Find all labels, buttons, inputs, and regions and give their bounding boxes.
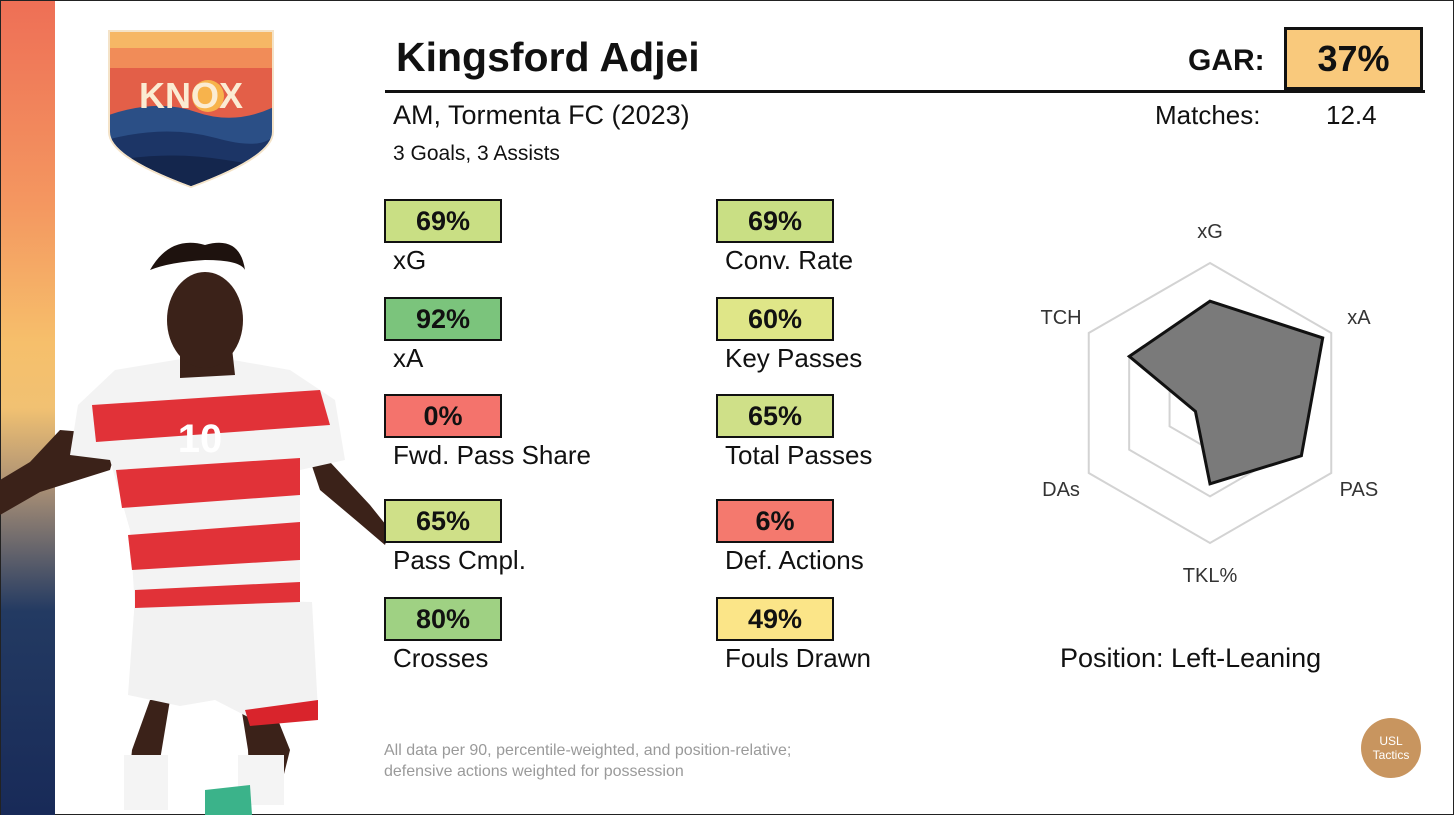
stat-xg: 69% xG	[384, 199, 644, 279]
stat-xa: 92% xA	[384, 297, 644, 377]
gar-label: GAR:	[1188, 44, 1265, 77]
stat-key-passes: 60% Key Passes	[716, 297, 976, 377]
radar-data-polygon	[1126, 299, 1325, 486]
gar-value-box: 37%	[1284, 27, 1423, 90]
stat-def-actions: 6% Def. Actions	[716, 499, 976, 579]
title-rule	[385, 90, 1425, 93]
footnote-line: defensive actions weighted for possessio…	[384, 763, 684, 780]
stat-value-box: 69%	[716, 199, 834, 243]
gradient-side-bar	[1, 1, 55, 815]
jersey-number: 10	[178, 417, 223, 461]
stat-label: Pass Cmpl.	[393, 545, 526, 575]
knox-team-logo: KNOX	[108, 30, 274, 188]
radar-axis-label: TCH	[1040, 307, 1081, 329]
stat-label: Fwd. Pass Share	[393, 440, 591, 470]
stat-value-box: 80%	[384, 597, 502, 641]
stat-value-box: 65%	[384, 499, 502, 543]
stat-value-box: 92%	[384, 297, 502, 341]
stat-value-box: 65%	[716, 394, 834, 438]
stat-value-box: 69%	[384, 199, 502, 243]
radar-axis-label: xA	[1347, 307, 1371, 329]
goals-assists: 3 Goals, 3 Assists	[393, 142, 560, 165]
player-photo: 10	[0, 242, 390, 815]
footnote: All data per 90, percentile-weighted, an…	[384, 740, 791, 782]
stat-value-box: 60%	[716, 297, 834, 341]
radar-axis-label: DAs	[1042, 479, 1080, 501]
stat-label: Key Passes	[725, 343, 863, 373]
player-name: Kingsford Adjei	[396, 34, 700, 80]
stat-pass-cmpl: 65% Pass Cmpl.	[384, 499, 644, 579]
radar-axis-label: TKL%	[1183, 565, 1238, 587]
stat-crosses: 80% Crosses	[384, 597, 644, 677]
usl-tactics-badge: USL Tactics	[1361, 718, 1421, 778]
radar-axis-label: PAS	[1340, 479, 1379, 501]
player-position-team: AM, Tormenta FC (2023)	[393, 100, 690, 130]
radar-axis-label: xG	[1197, 221, 1223, 243]
badge-line: Tactics	[1372, 748, 1410, 762]
stat-fwd-pass-share: 0% Fwd. Pass Share	[384, 394, 644, 474]
stat-label: Fouls Drawn	[725, 643, 871, 673]
stat-label: Def. Actions	[725, 545, 864, 575]
matches-value: 12.4	[1326, 100, 1377, 130]
stat-value-box: 0%	[384, 394, 502, 438]
stat-label: Crosses	[393, 643, 489, 673]
matches-label: Matches:	[1155, 100, 1261, 130]
stat-fouls-drawn: 49% Fouls Drawn	[716, 597, 976, 677]
radar-ring	[1087, 261, 1333, 545]
stat-conv-rate: 69% Conv. Rate	[716, 199, 976, 279]
stat-label: xG	[393, 245, 427, 275]
footnote-line: All data per 90, percentile-weighted, an…	[384, 742, 792, 759]
badge-line: USL	[1379, 734, 1403, 748]
stat-value-box: 6%	[716, 499, 834, 543]
position-tendency: Position: Left-Leaning	[1060, 643, 1322, 673]
stat-label: Total Passes	[725, 440, 873, 470]
stat-label: xA	[393, 343, 424, 373]
stat-label: Conv. Rate	[725, 245, 854, 275]
radar-chart: xG xA PAS TKL% DAs TCH	[1040, 221, 1379, 587]
stat-total-passes: 65% Total Passes	[716, 394, 976, 474]
logo-text: KNOX	[139, 75, 243, 116]
stat-value-box: 49%	[716, 597, 834, 641]
